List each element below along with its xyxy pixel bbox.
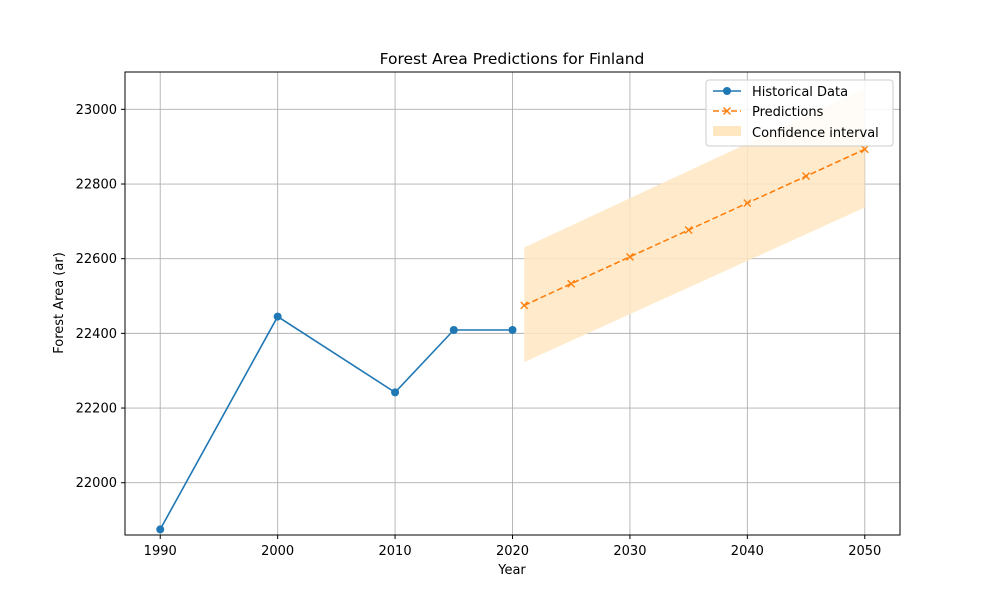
chart-title: Forest Area Predictions for Finland: [380, 50, 645, 68]
x-tick-label: 2020: [496, 544, 529, 559]
confidence-band: [524, 88, 865, 363]
prediction-point: [625, 252, 634, 261]
historical-point: [391, 388, 400, 397]
historical-point: [508, 326, 517, 335]
historical-point: [449, 326, 458, 335]
series-layer: [156, 145, 869, 534]
y-axis-label: Forest Area (ar): [52, 252, 67, 354]
legend-confidence-swatch: [713, 126, 741, 136]
y-tick-label: 22400: [76, 327, 117, 342]
legend-predictions-label: Predictions: [752, 105, 824, 120]
x-tick-label: 2010: [379, 544, 412, 559]
legend-box: [705, 79, 894, 147]
historical-point: [156, 525, 165, 534]
y-tick-label: 22200: [76, 402, 117, 417]
historical-series: [156, 312, 517, 534]
x-axis-label: Year: [497, 563, 526, 578]
x-tick-label: 2030: [613, 544, 646, 559]
legend-historical-label: Historical Data: [752, 85, 848, 100]
x-tick-label: 2000: [261, 544, 294, 559]
prediction-point: [743, 199, 752, 208]
x-tick-label: 1990: [144, 544, 177, 559]
prediction-point: [684, 225, 693, 234]
prediction-point: [520, 301, 529, 310]
legend-confidence-label: Confidence interval: [752, 126, 879, 141]
ticks: 1990 2000 2010 2020 2030 2040 2050 22000 22200 22…: [76, 103, 882, 559]
prediction-point: [567, 279, 576, 288]
predictions-series: [520, 145, 869, 310]
legend: Historical Data Predictions Confidence i…: [705, 79, 894, 147]
historical-line: [159, 315, 513, 530]
historical-point: [273, 312, 282, 321]
x-tick-label: 2050: [848, 544, 881, 559]
y-tick-label: 22600: [76, 252, 117, 267]
y-tick-label: 22000: [76, 476, 117, 491]
x-tick-label: 2040: [731, 544, 764, 559]
prediction-point: [860, 145, 869, 154]
prediction-point: [802, 172, 811, 181]
y-tick-label: 22800: [76, 178, 117, 193]
legend-historical-marker: [723, 87, 731, 95]
confidence-band-layer: [524, 88, 865, 363]
y-tick-label: 23000: [76, 103, 117, 118]
legend-predictions-marker: [723, 107, 731, 115]
